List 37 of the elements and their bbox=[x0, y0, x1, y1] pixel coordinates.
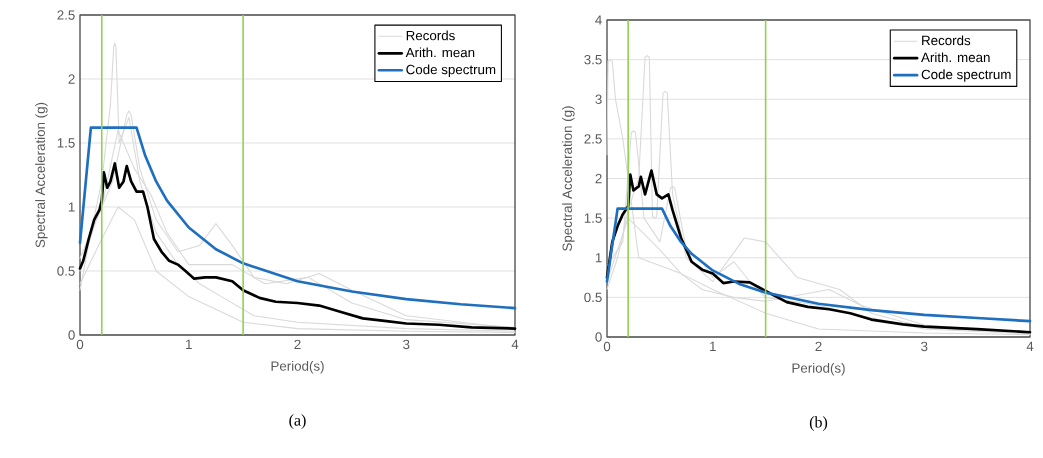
y-tick-label: 1.5 bbox=[57, 138, 75, 148]
x-tick-label: 2 bbox=[815, 341, 822, 352]
legend-label: Arith. mean bbox=[921, 52, 990, 63]
y-axis-title: Spectral Acceleration (g) bbox=[562, 106, 575, 251]
y-tick-label: 3.5 bbox=[584, 54, 602, 65]
x-tick-label: 1 bbox=[186, 339, 192, 349]
legend-label: Records bbox=[406, 30, 455, 41]
text: (b) bbox=[809, 416, 828, 431]
legend-label: Code spectrum bbox=[406, 64, 496, 77]
legend-label: Records bbox=[922, 35, 971, 46]
legend-label: Code spectrum bbox=[921, 69, 1011, 82]
y-tick-label: 0 bbox=[68, 330, 75, 340]
legend-label: Arith. mean bbox=[405, 47, 475, 58]
y-tick-label: 1 bbox=[595, 253, 602, 263]
y-tick-label: 2 bbox=[595, 173, 602, 184]
x-tick-label: 0 bbox=[603, 341, 611, 352]
x-tick-label: 3 bbox=[921, 341, 928, 352]
y-tick-label: 1.5 bbox=[584, 213, 602, 223]
y-axis-title: Spectral Acceleration (g) bbox=[35, 102, 48, 248]
y-tick-label: 2 bbox=[68, 74, 75, 84]
x-tick-label: 0 bbox=[76, 339, 84, 350]
y-tick-label: 0.5 bbox=[584, 292, 602, 303]
x-tick-label: 4 bbox=[511, 339, 519, 349]
x-tick-label: 4 bbox=[1026, 341, 1034, 351]
y-tick-label: 2.5 bbox=[584, 134, 602, 144]
y-tick-label: 2.5 bbox=[57, 10, 75, 20]
x-axis-title: Period(s) bbox=[792, 362, 845, 376]
y-tick-label: 4 bbox=[595, 15, 602, 25]
y-tick-label: 0.5 bbox=[57, 266, 75, 276]
x-tick-label: 2 bbox=[294, 339, 301, 350]
y-tick-label: 3 bbox=[595, 94, 602, 104]
y-tick-label: 0 bbox=[595, 332, 602, 342]
text: (a) bbox=[289, 414, 306, 429]
x-tick-label: 3 bbox=[403, 339, 410, 350]
x-axis-title: Period(s) bbox=[271, 360, 324, 374]
y-tick-label: 1 bbox=[68, 202, 75, 212]
x-tick-label: 1 bbox=[710, 341, 716, 351]
